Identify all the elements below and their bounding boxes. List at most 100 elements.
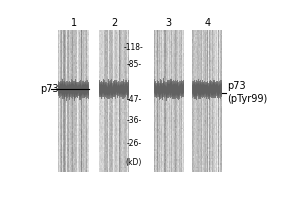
Bar xyxy=(128,71,129,73)
Bar xyxy=(99,46,100,48)
Bar xyxy=(100,69,101,71)
Bar xyxy=(179,170,180,172)
Bar xyxy=(120,46,121,48)
Bar xyxy=(179,69,180,71)
Bar xyxy=(83,149,84,151)
Bar xyxy=(87,95,88,96)
Bar xyxy=(159,89,160,90)
Bar xyxy=(87,147,88,149)
Bar xyxy=(171,32,172,34)
Bar xyxy=(183,103,184,105)
Bar xyxy=(59,90,60,91)
Bar xyxy=(198,96,199,97)
Bar xyxy=(196,144,197,145)
Bar xyxy=(99,94,100,96)
Bar xyxy=(116,133,117,135)
Bar xyxy=(182,154,183,156)
Bar xyxy=(119,149,120,151)
Bar xyxy=(102,83,103,84)
Bar xyxy=(61,120,62,122)
Bar xyxy=(207,82,208,83)
Bar xyxy=(156,161,157,163)
Bar xyxy=(88,131,89,133)
Bar xyxy=(195,82,196,83)
Bar xyxy=(164,168,165,170)
Bar xyxy=(213,161,214,163)
Bar xyxy=(88,94,89,96)
Bar xyxy=(180,90,181,92)
Bar xyxy=(114,32,115,34)
Bar xyxy=(120,138,121,140)
Bar xyxy=(176,93,177,94)
Bar xyxy=(208,39,209,41)
Bar xyxy=(82,142,83,144)
Bar xyxy=(162,99,163,101)
Bar xyxy=(102,131,103,133)
Bar xyxy=(178,131,179,133)
Bar xyxy=(63,85,64,87)
Bar xyxy=(169,46,170,48)
Bar xyxy=(198,89,199,90)
Bar xyxy=(220,131,221,133)
Bar xyxy=(154,84,155,85)
Bar xyxy=(193,62,194,64)
Bar xyxy=(201,131,202,133)
Bar xyxy=(165,95,166,96)
Bar xyxy=(109,128,110,129)
Bar xyxy=(220,66,221,67)
Bar xyxy=(157,76,158,78)
Bar xyxy=(60,74,61,76)
Bar xyxy=(101,74,102,76)
Bar xyxy=(61,80,62,81)
Bar xyxy=(166,30,167,32)
Bar xyxy=(201,110,202,112)
Bar xyxy=(126,60,127,62)
Bar xyxy=(82,87,83,89)
Bar xyxy=(216,88,217,89)
Bar xyxy=(114,89,115,90)
Bar xyxy=(60,51,61,53)
Bar xyxy=(107,96,108,97)
Bar xyxy=(67,41,68,43)
Bar xyxy=(59,97,60,99)
Bar xyxy=(71,50,72,51)
Bar xyxy=(118,156,119,158)
Bar xyxy=(204,97,205,98)
Bar xyxy=(84,94,85,96)
Bar xyxy=(117,120,118,122)
Bar xyxy=(121,144,122,145)
Bar xyxy=(166,124,167,126)
Bar xyxy=(163,117,164,119)
Bar xyxy=(63,97,64,98)
Bar xyxy=(121,154,122,156)
Bar xyxy=(110,82,111,83)
Bar xyxy=(69,82,70,83)
Bar xyxy=(115,85,116,87)
Bar xyxy=(217,83,218,85)
Bar xyxy=(207,78,208,80)
Bar xyxy=(126,156,127,158)
Bar xyxy=(166,80,167,82)
Bar xyxy=(198,142,199,144)
Bar xyxy=(60,55,61,57)
Bar xyxy=(199,144,200,145)
Bar xyxy=(121,158,122,159)
Bar xyxy=(157,113,158,115)
Bar xyxy=(170,140,171,142)
Bar xyxy=(215,159,216,161)
Bar xyxy=(157,81,158,82)
Bar xyxy=(106,34,107,35)
Bar xyxy=(163,126,164,128)
Bar xyxy=(128,128,129,129)
Bar xyxy=(157,71,158,73)
Bar xyxy=(61,60,62,62)
Bar xyxy=(181,126,182,128)
Bar xyxy=(118,122,119,124)
Bar xyxy=(215,66,216,67)
Bar xyxy=(86,159,87,161)
Bar xyxy=(113,142,114,144)
Bar xyxy=(180,163,181,165)
Bar xyxy=(193,147,194,149)
Bar xyxy=(124,159,125,161)
Bar xyxy=(163,108,164,110)
